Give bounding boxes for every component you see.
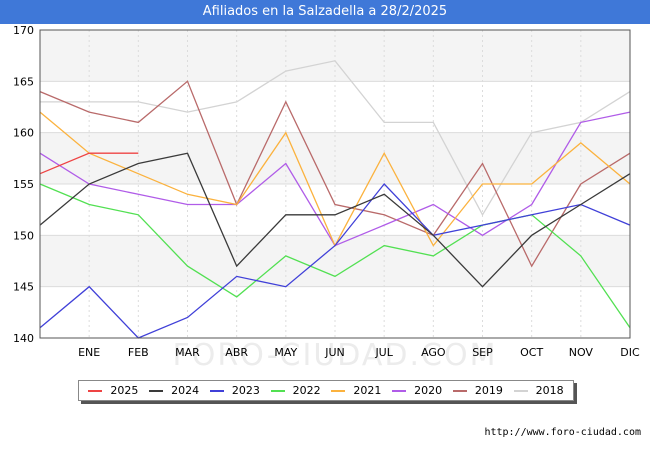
legend-item-2022: 2022 <box>270 384 321 397</box>
x-tick-label: JUN <box>324 346 345 359</box>
x-tick-label: ABR <box>225 346 248 359</box>
legend-item-2024: 2024 <box>149 384 199 397</box>
legend-item-2021: 2021 <box>331 384 381 397</box>
x-tick-label: ENE <box>78 346 100 359</box>
legend-label: 2018 <box>535 384 564 397</box>
x-tick-label: AGO <box>421 346 446 359</box>
legend-swatch <box>270 389 285 392</box>
y-tick-label: 140 <box>13 332 34 345</box>
legend-label: 2019 <box>474 384 503 397</box>
series-line-2018 <box>40 60 631 217</box>
legend-label: 2025 <box>110 384 139 397</box>
y-tick-label: 155 <box>13 178 34 191</box>
plot-frame <box>39 29 631 339</box>
x-tick-label: OCT <box>520 346 543 359</box>
legend-item-2025: 2025 <box>88 384 138 397</box>
x-tick-label: MAY <box>274 346 297 359</box>
legend-swatch <box>209 389 224 392</box>
y-tick-label: 170 <box>13 24 34 37</box>
legend-label: 2023 <box>231 384 260 397</box>
legend-label: 2022 <box>292 384 321 397</box>
series-line-2019 <box>39 80 631 268</box>
x-tick-label: JUL <box>374 346 393 359</box>
legend-swatch <box>88 389 103 392</box>
legend-item-2019: 2019 <box>452 384 503 397</box>
x-tick-label: FEB <box>128 346 149 359</box>
legend-swatch <box>513 389 528 392</box>
x-tick-label: SEP <box>472 346 493 359</box>
legend-label: 2020 <box>414 384 443 397</box>
x-tick-label: DIC <box>620 346 640 359</box>
y-tick-label: 160 <box>13 127 34 140</box>
series-line-2025 <box>39 152 139 175</box>
legend-item-2018: 2018 <box>513 384 564 397</box>
legend-item-2023: 2023 <box>209 384 260 397</box>
x-tick-label: NOV <box>569 346 594 359</box>
chart-title: Afiliados en la Salzadella a 28/2/2025 <box>0 0 650 24</box>
series-line-2024 <box>39 152 631 288</box>
legend-label: 2024 <box>171 384 200 397</box>
legend-swatch <box>452 389 467 392</box>
legend-swatch <box>331 389 346 392</box>
y-tick-label: 165 <box>13 75 34 88</box>
legend-swatch <box>392 389 407 392</box>
legend-item-2020: 2020 <box>392 384 442 397</box>
watermark: FORO-CIUDAD.COM <box>173 338 498 373</box>
y-tick-label: 150 <box>13 229 34 242</box>
x-tick-label: MAR <box>175 346 200 359</box>
legend: 2025 2024 2023 2022 2021 2020 2019 2018 <box>78 380 574 401</box>
legend-label: 2021 <box>353 384 382 397</box>
legend-swatch <box>149 389 164 392</box>
y-tick-label: 145 <box>13 281 34 294</box>
source-credit: http://www.foro-ciudad.com <box>484 427 641 438</box>
